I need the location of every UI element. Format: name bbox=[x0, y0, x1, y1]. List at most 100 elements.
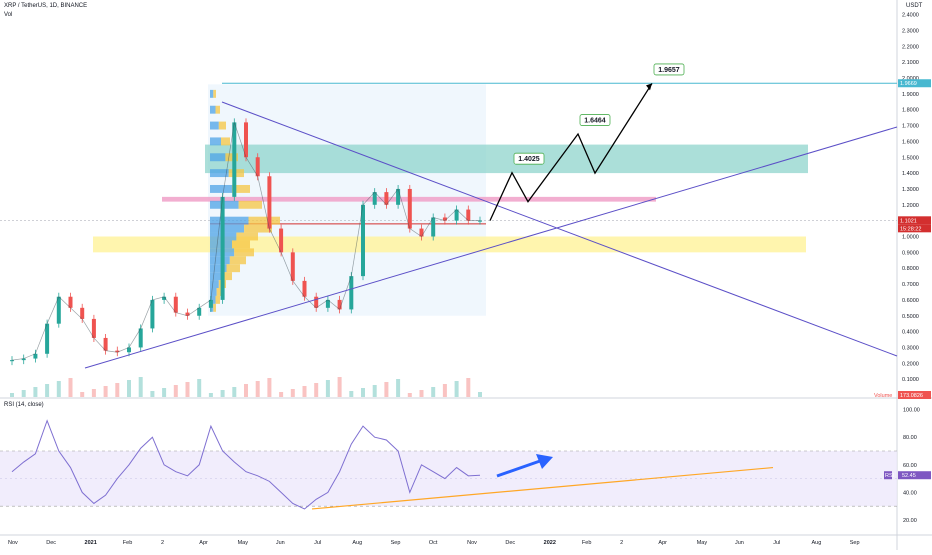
volume-profile-bar-yellow bbox=[232, 184, 250, 193]
volume-bar bbox=[80, 392, 85, 397]
rsi-trend-arrowhead bbox=[536, 454, 553, 469]
volume-bar bbox=[454, 381, 459, 397]
volume-bar bbox=[185, 382, 190, 397]
volume-profile-bar-yellow bbox=[221, 137, 230, 146]
volume-profile-bar-blue bbox=[210, 272, 223, 281]
price-axis-tick-label: 1.4000 bbox=[902, 171, 919, 177]
volume-bar bbox=[244, 384, 248, 397]
candle-body bbox=[314, 296, 319, 308]
volume-profile-bar-yellow bbox=[236, 232, 258, 241]
rsi-indicator-label: RSI (14, close) bbox=[4, 402, 44, 408]
volume-bar bbox=[372, 385, 377, 397]
rsi-axis-tick-label: 60.00 bbox=[903, 463, 917, 469]
time-axis-tick-label: Jul bbox=[314, 540, 321, 546]
volume-bar bbox=[302, 386, 307, 397]
volume-bar bbox=[431, 387, 436, 397]
price-callout-box bbox=[579, 114, 611, 126]
volume-bar bbox=[325, 380, 330, 397]
resistance-zone-teal bbox=[205, 144, 808, 174]
price-axis-tick-label: 0.6000 bbox=[902, 298, 919, 304]
candle-body bbox=[115, 350, 120, 353]
volume-profile-bar-yellow bbox=[232, 240, 250, 249]
volume-bar bbox=[255, 381, 260, 397]
volume-bar bbox=[33, 387, 38, 397]
price-axis-tick-label: 0.1000 bbox=[902, 377, 919, 383]
price-axis-tick-label: 0.3000 bbox=[902, 345, 919, 351]
candle-body bbox=[150, 299, 155, 329]
candle-body bbox=[478, 220, 482, 222]
current-price-tag-bg bbox=[898, 216, 931, 225]
candle-body bbox=[197, 307, 202, 316]
rsi-value-tag: 52.45 bbox=[902, 473, 916, 479]
volume-profile-bar-blue bbox=[210, 216, 249, 225]
volume-bar bbox=[150, 391, 155, 397]
volume-profile-bar-blue bbox=[210, 137, 221, 146]
price-callout-label: 1.6464 bbox=[584, 118, 606, 125]
price-callout-label: 1.4025 bbox=[518, 156, 540, 163]
rsi-support-line bbox=[311, 466, 774, 510]
candle-body bbox=[279, 228, 284, 253]
volume-bar bbox=[173, 385, 178, 397]
time-axis-tick-label: 2021 bbox=[85, 540, 97, 546]
candle-body bbox=[337, 299, 342, 310]
volume-bar bbox=[396, 379, 401, 397]
volume-profile-bar-blue bbox=[210, 184, 232, 193]
volume-bar bbox=[442, 384, 447, 397]
rsi-tag-label-bg bbox=[884, 471, 892, 480]
volume-profile-bar-yellow bbox=[234, 248, 254, 257]
volume-indicator-label: Vol bbox=[4, 12, 13, 18]
price-axis-tick-label: 1.8000 bbox=[902, 108, 919, 114]
candle-body bbox=[419, 228, 424, 237]
volume-profile-bar-blue bbox=[210, 169, 229, 178]
price-axis-tick-label: 1.7000 bbox=[902, 124, 919, 130]
price-axis-tick-label: 1.9000 bbox=[902, 92, 919, 98]
candle-body bbox=[244, 122, 248, 158]
candle-body bbox=[68, 296, 73, 308]
price-axis-tick-label: 1.3000 bbox=[902, 187, 919, 193]
candle-body bbox=[232, 122, 237, 197]
volume-profile-bar-yellow bbox=[238, 200, 262, 209]
time-axis-tick-label: 2 bbox=[620, 540, 623, 546]
volume-profile-bar-yellow bbox=[229, 256, 246, 265]
candle-body bbox=[267, 176, 272, 229]
price-axis-tick-label: 1.0000 bbox=[902, 235, 919, 241]
price-callout-box bbox=[653, 63, 685, 76]
candle-body bbox=[56, 296, 61, 324]
volume-bar bbox=[103, 386, 108, 397]
time-axis-tick-label: Jun bbox=[735, 540, 744, 546]
volume-profile-bar-blue bbox=[210, 264, 227, 273]
bar-countdown-tag-bg bbox=[898, 224, 931, 233]
volume-bar bbox=[127, 380, 131, 397]
time-axis-tick-label: May bbox=[697, 540, 708, 546]
time-axis-tick-label: Aug bbox=[352, 540, 362, 546]
volume-profile-bar-blue bbox=[210, 280, 219, 289]
price-axis-tick-label: 1.2000 bbox=[902, 203, 919, 209]
volume-profile-bar-yellow bbox=[228, 169, 244, 178]
price-axis-tick-label: 0.2000 bbox=[902, 361, 919, 367]
time-axis-tick-label: Jun bbox=[276, 540, 285, 546]
volume-profile-bar-yellow bbox=[215, 105, 220, 114]
candle-body bbox=[21, 358, 26, 361]
volume-bar bbox=[220, 390, 225, 397]
candle-body bbox=[431, 217, 436, 237]
time-axis-tick-label: Feb bbox=[123, 540, 132, 546]
target-price-tag: 1.9669 bbox=[900, 81, 917, 87]
price-callout-box bbox=[513, 152, 545, 165]
time-axis-tick-label: 2022 bbox=[544, 540, 556, 546]
projection-path bbox=[489, 83, 653, 221]
volume-profile-bar-yellow bbox=[244, 224, 272, 233]
volume-bar bbox=[138, 377, 143, 397]
time-axis-tick-label: Dec bbox=[46, 540, 56, 546]
volume-bar bbox=[466, 378, 471, 397]
rsi-tag-label: RSI bbox=[885, 473, 895, 479]
time-axis-tick-label: Sep bbox=[850, 540, 860, 546]
candle-body bbox=[384, 192, 389, 205]
volume-profile-bar-yellow bbox=[226, 264, 240, 273]
price-axis-tick-label: 0.9000 bbox=[902, 250, 919, 256]
volume-bar bbox=[56, 381, 61, 397]
candle-body bbox=[349, 276, 354, 310]
price-axis-tick-label: 2.0000 bbox=[902, 76, 919, 82]
price-axis-tick-label: 0.4000 bbox=[902, 330, 919, 336]
rsi-axis-tick-label: 80.00 bbox=[903, 435, 917, 441]
price-axis-tick-label: 0.7000 bbox=[902, 282, 919, 288]
